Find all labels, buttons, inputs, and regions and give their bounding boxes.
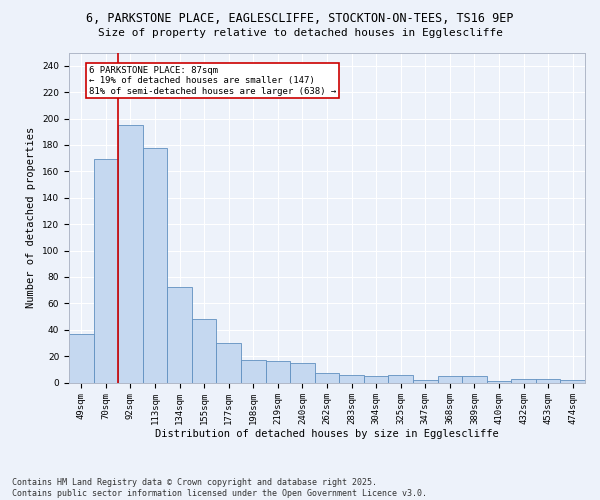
Bar — [511, 378, 536, 382]
Bar — [143, 148, 167, 382]
Bar — [364, 376, 388, 382]
Bar — [241, 360, 266, 382]
X-axis label: Distribution of detached houses by size in Egglescliffe: Distribution of detached houses by size … — [155, 428, 499, 438]
Bar — [339, 374, 364, 382]
Bar — [118, 125, 143, 382]
Text: 6, PARKSTONE PLACE, EAGLESCLIFFE, STOCKTON-ON-TEES, TS16 9EP: 6, PARKSTONE PLACE, EAGLESCLIFFE, STOCKT… — [86, 12, 514, 26]
Bar — [487, 381, 511, 382]
Bar — [315, 374, 339, 382]
Bar — [94, 160, 118, 382]
Bar — [217, 343, 241, 382]
Bar — [437, 376, 462, 382]
Bar — [560, 380, 585, 382]
Bar — [388, 374, 413, 382]
Bar — [266, 362, 290, 382]
Bar — [462, 376, 487, 382]
Text: Contains HM Land Registry data © Crown copyright and database right 2025.
Contai: Contains HM Land Registry data © Crown c… — [12, 478, 427, 498]
Bar — [69, 334, 94, 382]
Bar — [167, 288, 192, 382]
Bar — [536, 378, 560, 382]
Bar — [192, 319, 217, 382]
Bar — [413, 380, 437, 382]
Text: Size of property relative to detached houses in Egglescliffe: Size of property relative to detached ho… — [97, 28, 503, 38]
Bar — [290, 362, 315, 382]
Y-axis label: Number of detached properties: Number of detached properties — [26, 127, 37, 308]
Text: 6 PARKSTONE PLACE: 87sqm
← 19% of detached houses are smaller (147)
81% of semi-: 6 PARKSTONE PLACE: 87sqm ← 19% of detach… — [89, 66, 336, 96]
